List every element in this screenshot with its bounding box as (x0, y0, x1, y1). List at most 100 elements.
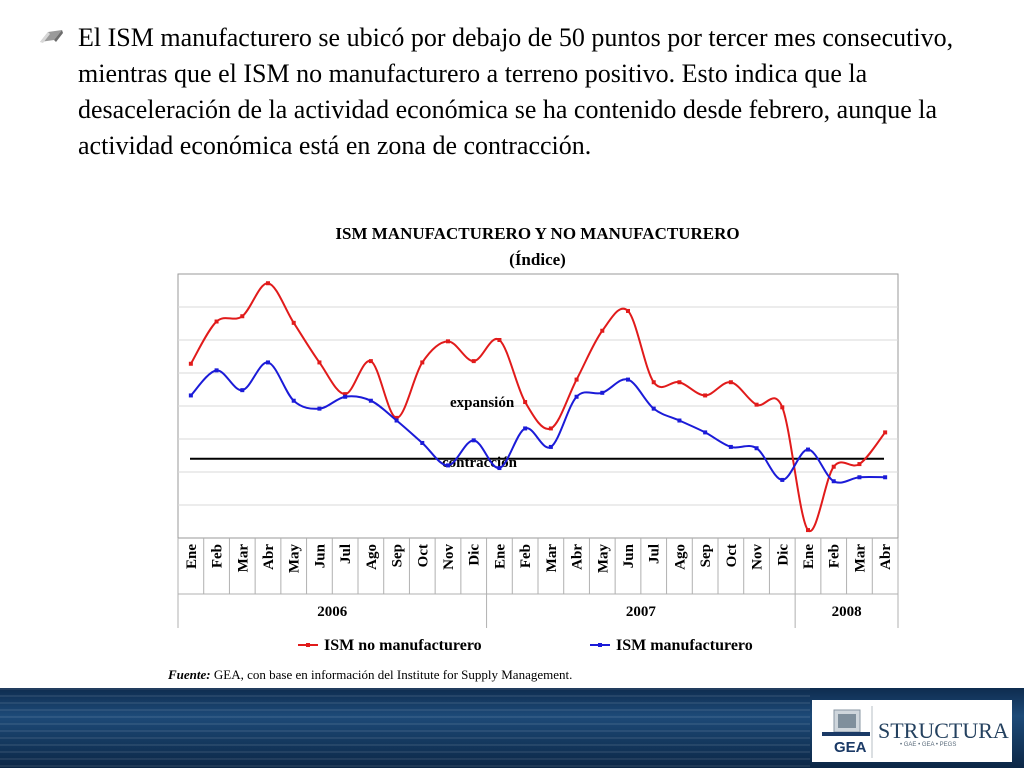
data-point (497, 338, 502, 342)
y-tick-label: 64 (170, 267, 171, 283)
data-point (600, 390, 605, 395)
legend-marker (598, 643, 602, 647)
data-point (754, 402, 759, 407)
data-point (188, 361, 193, 366)
data-point (548, 444, 553, 449)
data-point (240, 314, 245, 319)
data-point (291, 320, 296, 325)
x-tick-label: Oct (415, 544, 431, 567)
x-tick-label: Jun (621, 543, 637, 568)
data-point (883, 475, 888, 480)
x-tick-label: Ene (801, 544, 817, 569)
data-point (651, 380, 656, 385)
chart-subtitle: (Índice) (509, 250, 566, 269)
data-point (394, 415, 399, 420)
x-tick-label: Nov (441, 544, 457, 570)
x-tick-label: Oct (724, 544, 740, 567)
x-tick-label: Abr (878, 544, 894, 570)
data-point (626, 377, 630, 382)
year-label: 2008 (832, 604, 862, 620)
bullet-icon (40, 30, 63, 43)
data-point (626, 308, 630, 313)
data-point (831, 464, 836, 469)
data-point (266, 281, 270, 286)
data-point (471, 359, 476, 364)
source-label: Fuente: (168, 667, 211, 682)
chart-title: ISM MANUFACTURERO Y NO MANUFACTURERO (335, 224, 740, 243)
x-tick-label: Jul (338, 544, 354, 564)
series-line (190, 361, 886, 484)
year-label: 2007 (626, 604, 657, 620)
x-tick-label: Feb (518, 544, 534, 568)
data-point (446, 339, 450, 344)
data-point (780, 477, 785, 482)
data-point (523, 426, 528, 431)
x-tick-label: Jul (647, 544, 663, 564)
x-tick-label: Dic (467, 544, 483, 566)
data-point (343, 392, 348, 397)
data-point (266, 360, 270, 365)
chart-plot: 646259575452494744EneFebMarAbrMayJunJulA… (170, 267, 899, 654)
data-point (548, 426, 553, 431)
data-point (600, 328, 605, 333)
x-tick-label: Dic (775, 544, 791, 566)
x-tick-label: Nov (750, 544, 766, 570)
data-point (651, 406, 656, 411)
x-tick-label: Jun (312, 543, 328, 568)
data-point (780, 405, 785, 410)
data-point (728, 444, 733, 449)
source-note: Fuente: GEA, con base en información del… (168, 667, 572, 683)
x-tick-label: Sep (698, 544, 714, 567)
legend-label: ISM no manufacturero (324, 637, 482, 654)
logo: GEA STRUCTURA • GAE • GEA • PEGS (812, 700, 1012, 762)
x-tick-label: Feb (827, 544, 843, 568)
logo-gea-text: GEA (834, 739, 867, 756)
data-point (703, 393, 708, 398)
x-tick-label: Ago (364, 544, 380, 570)
y-tick-label: 47 (170, 498, 171, 514)
data-point (343, 394, 348, 399)
x-tick-label: Ene (184, 544, 200, 569)
x-tick-label: May (287, 544, 303, 574)
data-point (728, 380, 733, 385)
data-point (214, 368, 219, 373)
x-tick-label: Mar (544, 544, 560, 573)
data-point (188, 393, 193, 398)
data-point (368, 359, 373, 364)
data-point (754, 446, 759, 451)
data-point (883, 430, 888, 435)
year-label: 2006 (317, 604, 348, 620)
x-tick-label: Sep (390, 544, 406, 567)
legend-marker (306, 643, 310, 647)
x-tick-label: Abr (261, 544, 277, 570)
data-point (394, 418, 399, 423)
data-point (703, 430, 708, 435)
data-point (677, 418, 682, 423)
x-tick-label: Feb (210, 544, 226, 568)
x-tick-label: Ago (672, 544, 688, 570)
data-point (806, 447, 810, 452)
x-tick-label: Mar (852, 544, 868, 573)
data-point (574, 394, 579, 399)
data-point (317, 406, 322, 411)
data-point (677, 380, 682, 385)
data-point (214, 319, 219, 324)
data-point (420, 360, 425, 365)
data-point (317, 360, 322, 365)
x-tick-label: Abr (570, 544, 586, 570)
y-tick-label: 44 (170, 531, 171, 547)
logo-tagline-text: • GAE • GEA • PEGS (900, 742, 956, 748)
bullet-text: El ISM manufacturero se ubicó por debajo… (78, 23, 954, 160)
x-tick-label: May (595, 544, 611, 574)
data-point (857, 475, 862, 480)
x-tick-label: Mar (235, 544, 251, 573)
data-point (806, 528, 810, 533)
x-tick-label: Ene (492, 544, 508, 569)
data-point (523, 400, 528, 405)
data-point (446, 463, 450, 468)
y-tick-label: 54 (170, 399, 171, 415)
footer-stripes (0, 688, 810, 768)
legend-label: ISM manufacturero (616, 637, 753, 654)
data-point (831, 479, 836, 484)
data-point (471, 438, 476, 443)
